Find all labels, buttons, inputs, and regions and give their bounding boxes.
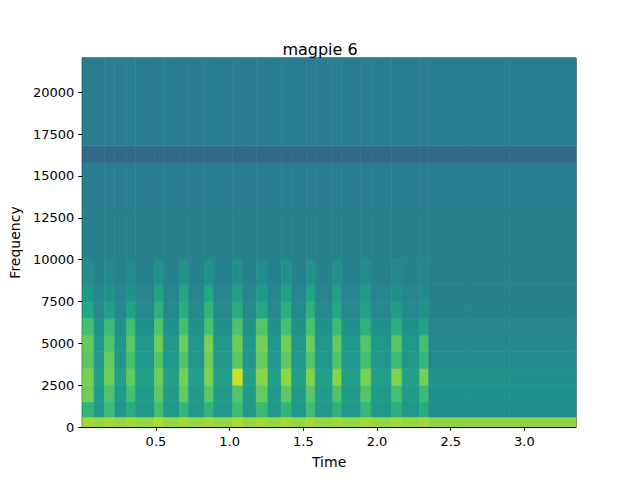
svg-text:0.5: 0.5 (146, 434, 167, 449)
svg-text:magpie 6: magpie 6 (282, 40, 357, 59)
svg-text:7500: 7500 (41, 294, 74, 309)
svg-text:2.5: 2.5 (440, 434, 461, 449)
svg-text:15000: 15000 (33, 168, 74, 183)
svg-text:3.0: 3.0 (514, 434, 535, 449)
svg-text:17500: 17500 (33, 127, 74, 142)
svg-text:0: 0 (66, 420, 74, 435)
svg-text:1.5: 1.5 (293, 434, 314, 449)
svg-text:2500: 2500 (41, 378, 74, 393)
svg-text:10000: 10000 (33, 252, 74, 267)
svg-text:2.0: 2.0 (367, 434, 388, 449)
svg-text:5000: 5000 (41, 336, 74, 351)
svg-text:Frequency: Frequency (7, 206, 23, 278)
svg-text:Time: Time (311, 454, 346, 470)
svg-text:20000: 20000 (33, 85, 74, 100)
svg-text:1.0: 1.0 (219, 434, 240, 449)
svg-text:12500: 12500 (33, 210, 74, 225)
